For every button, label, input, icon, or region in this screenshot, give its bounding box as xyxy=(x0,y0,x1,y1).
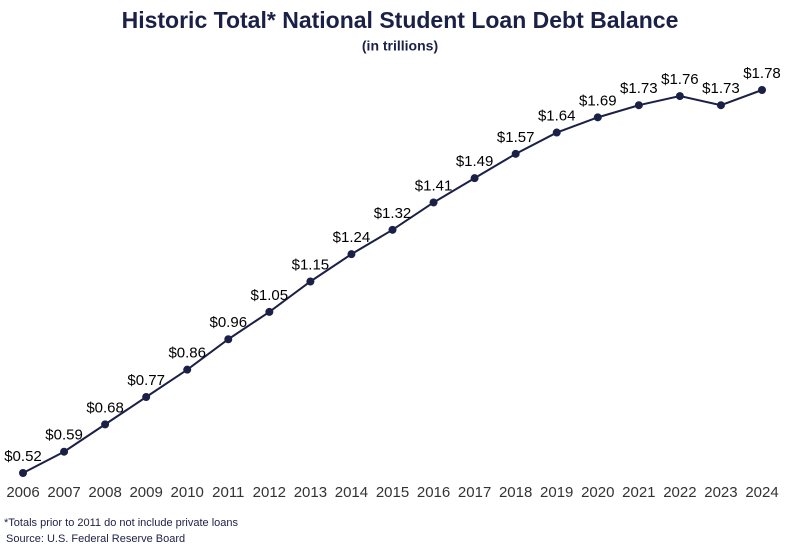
value-label: $1.05 xyxy=(251,287,289,304)
value-label: $1.15 xyxy=(292,256,330,273)
x-tick-label: 2012 xyxy=(253,484,286,501)
value-label: $1.57 xyxy=(497,129,535,146)
line xyxy=(22,89,763,474)
value-label: $0.96 xyxy=(210,314,248,331)
x-tick-label: 2009 xyxy=(129,484,162,501)
value-label: $1.64 xyxy=(538,108,576,125)
value-label: $1.73 xyxy=(702,80,740,97)
value-label: $1.41 xyxy=(415,177,453,194)
point xyxy=(429,198,438,207)
value-label: $1.32 xyxy=(374,205,412,222)
value-label: $1.76 xyxy=(661,71,699,88)
value-label: $0.52 xyxy=(4,448,42,465)
value-label: $1.73 xyxy=(620,80,658,97)
point xyxy=(675,92,684,101)
x-tick-label: 2011 xyxy=(212,484,244,501)
x-tick-label: 2024 xyxy=(745,484,778,501)
chart-subtitle: (in trillions) xyxy=(362,38,438,54)
point xyxy=(183,365,192,374)
point xyxy=(19,469,27,477)
x-tick-label: 2023 xyxy=(704,484,737,501)
x-tick-label: 2022 xyxy=(663,484,696,501)
chart-title: Historic Total* National Student Loan De… xyxy=(122,7,679,33)
value-label: $1.24 xyxy=(333,229,371,246)
source-note: Source: U.S. Federal Reserve Board xyxy=(6,533,185,545)
value-label: $0.68 xyxy=(86,399,124,416)
x-tick-label: 2017 xyxy=(458,484,491,501)
point xyxy=(142,393,151,402)
point xyxy=(758,86,766,94)
point xyxy=(716,101,725,110)
value-label: $0.86 xyxy=(168,345,206,362)
x-tick-label: 2021 xyxy=(622,484,655,501)
value-label: $0.77 xyxy=(127,372,165,389)
value-label: $1.49 xyxy=(456,153,494,170)
x-tick-label: 2020 xyxy=(581,484,614,501)
point xyxy=(470,174,479,183)
point xyxy=(224,335,233,344)
x-tick-label: 2010 xyxy=(171,484,204,501)
x-tick-label: 2016 xyxy=(417,484,450,501)
point xyxy=(552,128,561,137)
point xyxy=(634,101,643,110)
value-label: $1.78 xyxy=(743,65,781,82)
x-tick-label: 2015 xyxy=(376,484,409,501)
x-tick-label: 2019 xyxy=(540,484,573,501)
point xyxy=(593,113,602,122)
x-tick-label: 2018 xyxy=(499,484,532,501)
x-tick-label: 2014 xyxy=(335,484,368,501)
x-tick-label: 2006 xyxy=(6,484,39,501)
point xyxy=(347,250,356,259)
footnote: *Totals prior to 2011 do not include pri… xyxy=(4,517,238,529)
point xyxy=(388,225,397,234)
value-label: $0.59 xyxy=(45,427,83,444)
x-tick-label: 2013 xyxy=(294,484,327,501)
point xyxy=(101,420,110,429)
value-label: $1.69 xyxy=(579,92,617,109)
point xyxy=(265,307,274,316)
point xyxy=(511,149,520,158)
x-tick-label: 2007 xyxy=(47,484,80,501)
point xyxy=(60,447,69,456)
x-tick-label: 2008 xyxy=(88,484,121,501)
point xyxy=(306,277,315,286)
